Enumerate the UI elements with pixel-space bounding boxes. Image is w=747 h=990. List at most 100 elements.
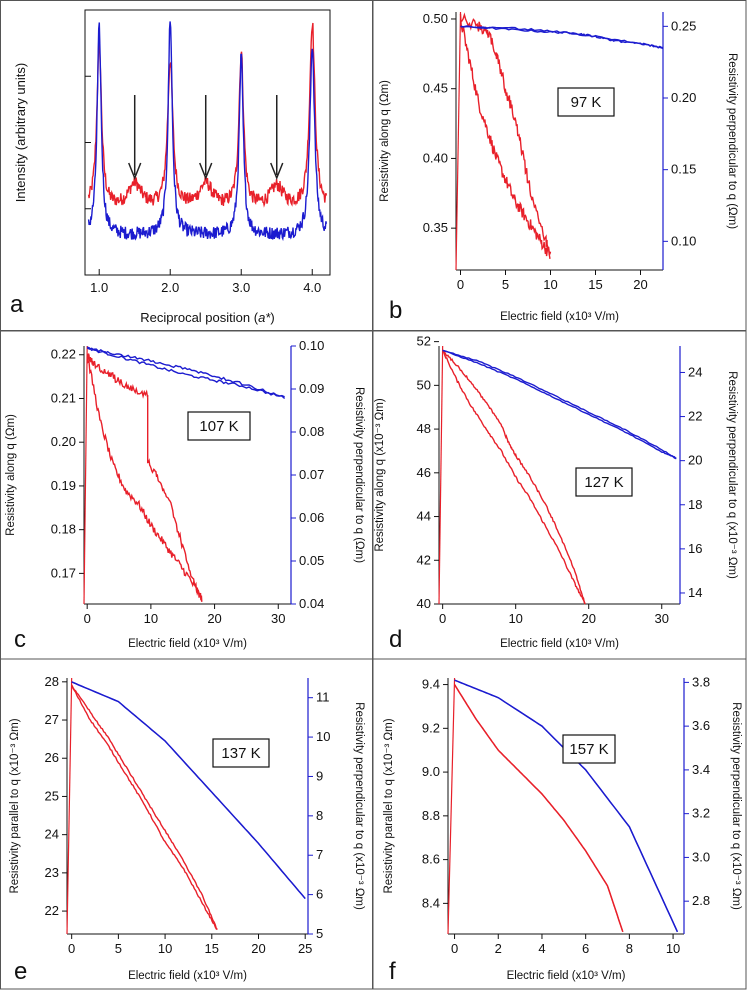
y-left-tick-label-f: 8.8 xyxy=(422,808,440,823)
series-red-up-f xyxy=(453,684,624,933)
x-tick-label-d: 30 xyxy=(655,611,669,626)
y-left-tick-label-c: 0.17 xyxy=(51,565,76,580)
series-red-up-e xyxy=(71,684,218,930)
y-right-tick-label-d: 16 xyxy=(688,541,702,556)
y-right-axis-label-b: Resistivity perpendicular to q (Ωm) xyxy=(726,53,738,229)
red-axis-line-e xyxy=(66,677,73,935)
y-left-axis-label-d: Resistivity along q (x10⁻³ Ωm) xyxy=(374,398,386,552)
y-left-tick-label-e: 27 xyxy=(45,712,59,727)
y-right-tick-label-e: 9 xyxy=(316,768,323,783)
arrow-head xyxy=(270,162,284,181)
panel-letter-f: f xyxy=(389,958,396,985)
x-tick-label-f: 6 xyxy=(582,941,589,956)
y-right-tick-label-b: 0.10 xyxy=(671,233,696,248)
y-left-tick-label-b: 0.40 xyxy=(423,150,448,165)
series-blue-down-e xyxy=(71,681,306,900)
x-tick-label-d: 10 xyxy=(508,611,522,626)
y-left-tick-label-f: 9.0 xyxy=(422,764,440,779)
y-left-tick-label-f: 8.4 xyxy=(422,895,440,910)
x-tick-label-b: 5 xyxy=(502,277,509,292)
y-right-tick-label-d: 24 xyxy=(688,364,702,379)
series-blue-up-d xyxy=(442,349,677,460)
y-left-tick-label-c: 0.22 xyxy=(51,347,76,362)
y-left-tick-label-d: 48 xyxy=(417,421,431,436)
x-tick-label-c: 30 xyxy=(271,611,285,626)
y-left-tick-label-f: 9.2 xyxy=(422,720,440,735)
y-left-tick-label-f: 9.4 xyxy=(422,677,440,692)
y-right-tick-label-d: 22 xyxy=(688,409,702,424)
arrow-head xyxy=(199,162,213,181)
y-right-tick-label-c: 0.08 xyxy=(299,424,324,439)
y-right-tick-label-e: 10 xyxy=(316,729,330,744)
series-blue-down-c xyxy=(86,347,285,398)
panel-a: 1.0 2.0 3.0 4.0 Intensity (arbitrary units) R… xyxy=(10,9,331,325)
x-axis-label-e: Electric field (x10³ V/m) xyxy=(128,970,247,982)
series-blue-up-c xyxy=(86,346,286,400)
x-tick-label-b: 20 xyxy=(633,277,647,292)
y-right-axis-label-c: Resistivity perpendicular to q (Ωm) xyxy=(353,387,365,563)
series-blue-up-e xyxy=(71,681,306,900)
series-red-up-d xyxy=(442,350,586,605)
x-axis-label-part: a* xyxy=(258,310,271,325)
y-left-tick-label-d: 44 xyxy=(417,509,431,524)
series-red-down-e xyxy=(71,684,218,931)
series-blue-a xyxy=(87,21,328,242)
temperature-box-d xyxy=(575,467,633,497)
y-right-tick-label-e: 8 xyxy=(316,808,323,823)
x-tick-label-f: 10 xyxy=(666,941,680,956)
panel-letter-d: d xyxy=(389,626,402,653)
y-left-tick-label-f: 8.6 xyxy=(422,852,440,867)
y-right-tick-label-b: 0.25 xyxy=(671,18,696,33)
temperature-box-e xyxy=(212,738,270,768)
y-left-tick-label-b: 0.50 xyxy=(423,11,448,26)
temperature-label-e: 137 K xyxy=(221,745,260,762)
panel-c: 0 10 20 30 0.17 0.18 0.19 0.20 0.21 0.22 0.04 0.05 0… xyxy=(5,338,365,653)
panel-d: 0 10 20 30 40 42 44 46 48 50 52 14 16 18 20 22 24 127 K El… xyxy=(374,334,738,653)
y-left-tick-label-d: 52 xyxy=(417,334,431,349)
series-blue-up-f xyxy=(454,679,679,933)
x-tick-label-f: 4 xyxy=(538,941,545,956)
panel-letter-b: b xyxy=(389,297,402,324)
y-right-tick-label-c: 0.06 xyxy=(299,510,324,525)
x-tick-label-b: 10 xyxy=(543,277,557,292)
series-red-up-b xyxy=(460,12,552,256)
x-tick-label-c: 0 xyxy=(84,611,91,626)
y-left-tick-label-d: 42 xyxy=(417,552,431,567)
y-left-tick-label-e: 25 xyxy=(45,788,59,803)
y-right-tick-label-e: 5 xyxy=(316,926,323,941)
x-tick-label-d: 0 xyxy=(439,611,446,626)
y-left-tick-label-c: 0.20 xyxy=(51,434,76,449)
temperature-label-d: 127 K xyxy=(584,474,623,491)
x-tick-label-e: 25 xyxy=(298,941,312,956)
red-axis-line-d xyxy=(438,345,444,605)
y-right-tick-label-d: 20 xyxy=(688,453,702,468)
x-tick-label-a: 2.0 xyxy=(161,280,179,295)
x-tick-label-a: 4.0 xyxy=(303,280,321,295)
y-right-tick-label-c: 0.09 xyxy=(299,381,324,396)
arrow-head xyxy=(128,162,142,181)
series-blue-down-d xyxy=(442,349,677,460)
panel-letter-a: a xyxy=(10,291,24,318)
y-right-tick-label-f: 3.0 xyxy=(692,849,710,864)
x-axis-label-part: Reciprocal position ( xyxy=(140,310,258,325)
y-right-tick-label-f: 3.6 xyxy=(692,718,710,733)
y-right-tick-label-b: 0.15 xyxy=(671,162,696,177)
temperature-label-f: 157 K xyxy=(569,741,608,758)
y-axis-label-a: Intensity (arbitrary units) xyxy=(13,63,28,202)
y-right-axis-label-f: Resistivity perpendicular to q (x10⁻³ Ωm… xyxy=(730,702,742,910)
y-right-tick-label-f: 3.4 xyxy=(692,762,710,777)
x-axis-label-f: Electric field (x10³ V/m) xyxy=(507,970,626,982)
x-tick-label-e: 15 xyxy=(205,941,219,956)
red-axis-line-f xyxy=(447,677,456,935)
temperature-box-f xyxy=(562,734,616,764)
y-left-tick-label-c: 0.18 xyxy=(51,522,76,537)
y-left-tick-label-e: 23 xyxy=(45,865,59,880)
y-right-tick-label-c: 0.05 xyxy=(299,553,324,568)
x-axis-label-d: Electric field (x10³ V/m) xyxy=(500,638,619,650)
y-left-tick-label-d: 40 xyxy=(417,596,431,611)
x-tick-label-f: 2 xyxy=(495,941,502,956)
y-left-axis-label-c: Resistivity along q (Ωm) xyxy=(5,414,17,536)
y-left-tick-label-e: 22 xyxy=(45,903,59,918)
y-right-tick-label-f: 2.8 xyxy=(692,893,710,908)
y-right-tick-label-c: 0.10 xyxy=(299,338,324,353)
